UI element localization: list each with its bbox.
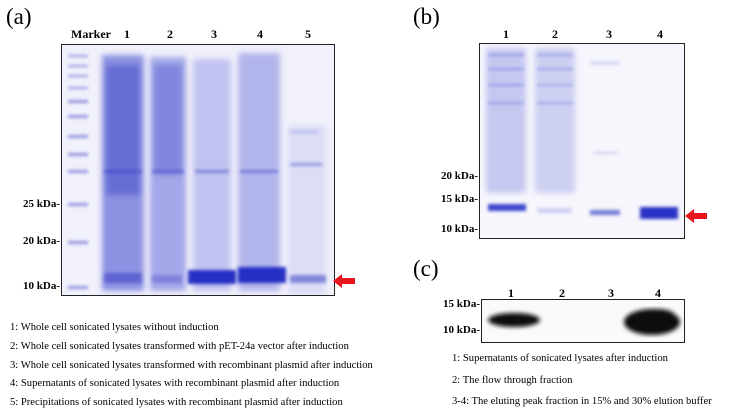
mw-label-c-10: 10 kDa- [443, 324, 480, 336]
legend-a-line-5: 5: Precipitations of sonicated lysates w… [10, 397, 343, 408]
lane-label-b2: 2 [552, 27, 558, 41]
lane-label-a2: 2 [167, 27, 173, 41]
lane-label-c1: 1 [508, 286, 514, 300]
legend-c-line-1: 1: Supernatants of sonicated lysates aft… [452, 353, 668, 364]
legend-a-line-3: 3: Whole cell sonicated lysates transfor… [10, 360, 373, 371]
mw-label-a-20: 20 kDa- [23, 235, 60, 247]
lane-label-c3: 3 [608, 286, 614, 300]
legend-c-line-3: 3-4: The eluting peak fraction in 15% an… [452, 396, 712, 407]
gel-image-b [479, 43, 685, 239]
mw-label-a-10: 10 kDa- [23, 280, 60, 292]
lane-label-c4: 4 [655, 286, 661, 300]
arrow-icon-b [685, 209, 707, 223]
legend-a-line-1: 1: Whole cell sonicated lysates without … [10, 322, 219, 333]
panel-b-label: (b) [413, 4, 440, 29]
mw-label-b-20: 20 kDa- [441, 170, 478, 182]
lane-label-a5: 5 [305, 27, 311, 41]
panel-c-label: (c) [413, 256, 439, 281]
legend-a-line-2: 2: Whole cell sonicated lysates transfor… [10, 341, 349, 352]
lane-label-b3: 3 [606, 27, 612, 41]
mw-label-b-15: 15 kDa- [441, 193, 478, 205]
lane-label-a3: 3 [211, 27, 217, 41]
legend-a-line-4: 4: Supernatants of sonicated lysates wit… [10, 378, 340, 389]
lane-label-b1: 1 [503, 27, 509, 41]
panel-a-label: (a) [6, 4, 32, 29]
gel-image-a [61, 44, 335, 296]
mw-label-b-10: 10 kDa- [441, 223, 478, 235]
arrow-icon-a [333, 274, 355, 288]
lane-label-b4: 4 [657, 27, 663, 41]
lane-label-a1: 1 [124, 27, 130, 41]
lane-label-c2: 2 [559, 286, 565, 300]
mw-label-c-15: 15 kDa- [443, 298, 480, 310]
legend-c-line-2: 2: The flow through fraction [452, 375, 573, 386]
lane-label-a4: 4 [257, 27, 263, 41]
lane-label-marker: Marker [71, 27, 111, 41]
mw-label-a-25: 25 kDa- [23, 198, 60, 210]
western-blot-image-c [481, 299, 685, 343]
